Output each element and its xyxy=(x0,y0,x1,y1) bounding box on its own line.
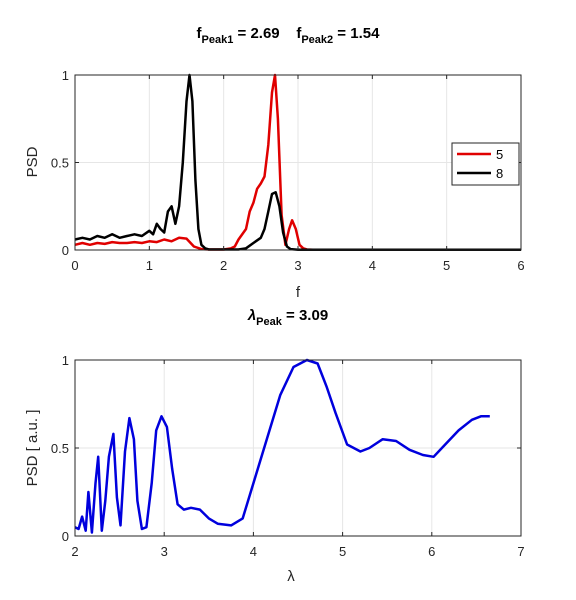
chart-top-series xyxy=(74,73,521,251)
x-tick-label: 5 xyxy=(443,258,450,273)
title-main: f xyxy=(296,25,302,42)
title-subscript: Peak xyxy=(256,316,283,328)
legend-label-series-5: 5 xyxy=(496,147,503,162)
chart-top-ylabel: PSD xyxy=(24,146,41,177)
title-subscript: Peak1 xyxy=(202,34,234,46)
title-rest: = 1.54 xyxy=(333,25,380,42)
chart-top-title: fPeak1 = 2.69 fPeak2 = 1.54 xyxy=(197,25,381,46)
x-tick-label: 7 xyxy=(517,544,524,559)
chart-top: fPeak1 = 2.69 fPeak2 = 1.54 0 1 2 3 4 5 600.51… xyxy=(24,25,525,301)
chart-bottom-ticks: 2 3 4 5 6 7 0 0.5 1 xyxy=(51,353,525,559)
x-tick-label: 5 xyxy=(339,544,346,559)
x-tick-label: 0 xyxy=(71,258,78,273)
y-tick-label: 1 xyxy=(62,353,69,368)
x-tick-label: 6 xyxy=(428,544,435,559)
x-tick-label: 2 xyxy=(71,544,78,559)
chart-top-series-line-8 xyxy=(74,73,521,251)
title-rest: = 2.69 xyxy=(233,25,279,42)
y-tick-label: 1 xyxy=(62,68,69,83)
chart-bottom-grid xyxy=(74,359,522,537)
x-tick-label: 2 xyxy=(220,258,227,273)
chart-bottom-title: λPeak = 3.09 xyxy=(247,307,328,328)
y-tick-label: 0 xyxy=(62,529,69,544)
legend-box xyxy=(451,142,520,186)
y-tick-label: 0 xyxy=(62,243,69,258)
chart-bottom-xlabel: λ xyxy=(287,568,295,585)
title-spacer xyxy=(280,25,297,42)
title-subscript: Peak2 xyxy=(301,34,333,46)
chart-bottom: λPeak = 3.09 2 3 4 5 6 700.51 λ PSD [ a.u. ] xyxy=(24,307,525,585)
chart-top-series-line-5 xyxy=(74,73,521,251)
legend-label-series-8: 8 xyxy=(496,166,503,181)
chart-top-xlabel: f xyxy=(296,284,301,301)
chart-bottom-series xyxy=(74,358,490,534)
chart-bottom-ylabel: PSD [ a.u. ] xyxy=(24,410,41,487)
x-tick-label: 3 xyxy=(294,258,301,273)
title-main: λ xyxy=(247,307,256,324)
y-tick-label: 0.5 xyxy=(51,156,69,171)
chart-bottom-series-line-1 xyxy=(74,358,490,534)
chart-top-ticks: 0 1 2 3 4 5 6 0 0.5 1 xyxy=(51,68,525,273)
title-rest: = 3.09 xyxy=(282,307,328,324)
x-tick-label: 4 xyxy=(250,544,257,559)
x-tick-label: 4 xyxy=(369,258,376,273)
x-tick-label: 6 xyxy=(517,258,524,273)
y-tick-label: 0.5 xyxy=(51,441,69,456)
chart-top-legend: 5 8 xyxy=(451,142,520,186)
title-main: f xyxy=(197,25,203,42)
x-tick-label: 3 xyxy=(161,544,168,559)
x-tick-label: 1 xyxy=(146,258,153,273)
